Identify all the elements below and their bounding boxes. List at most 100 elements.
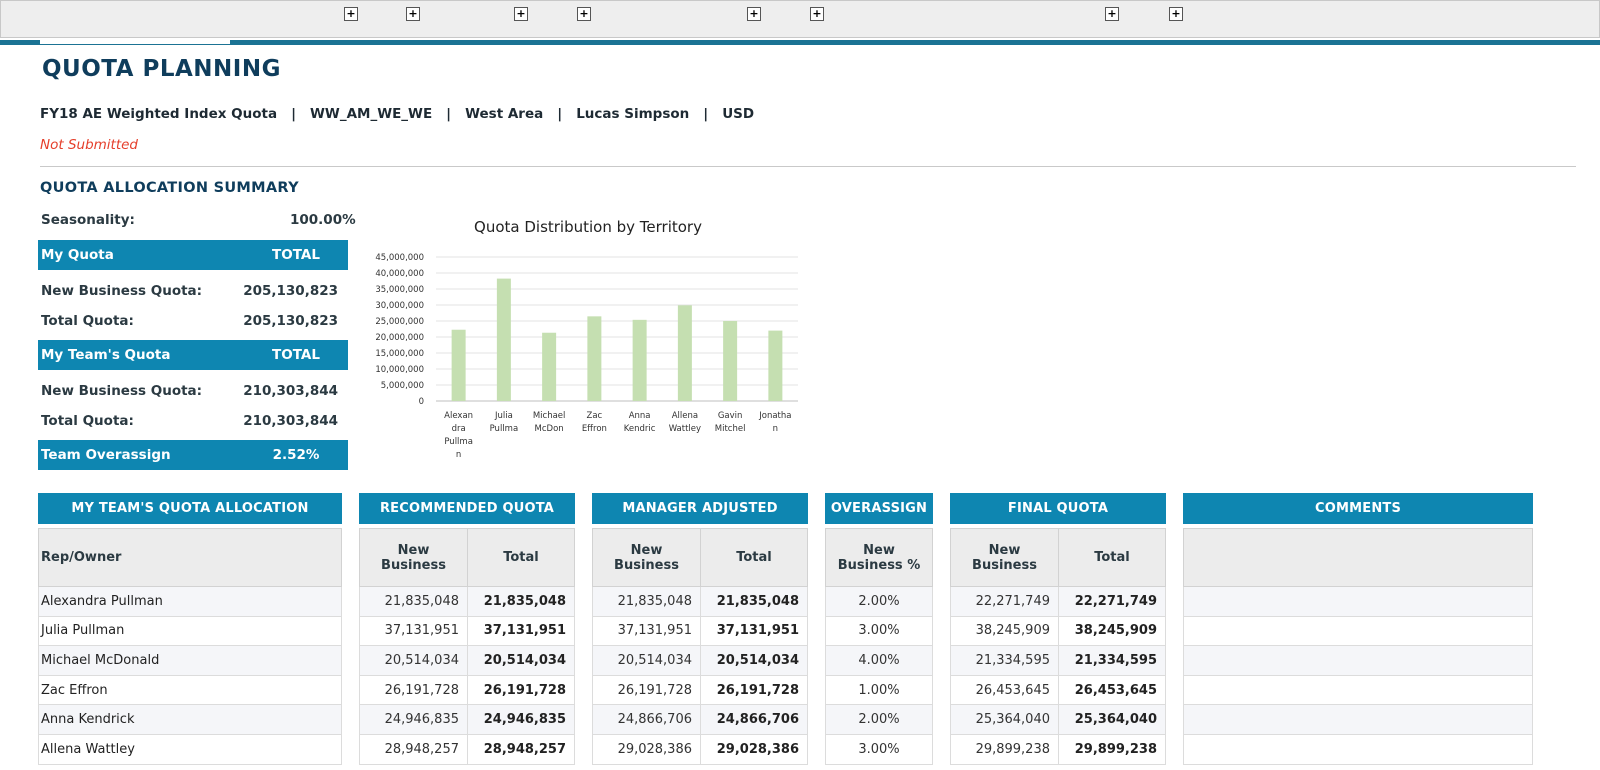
overassign-cell[interactable]: 4.00%	[825, 645, 933, 676]
manager-total-cell: 21,835,048	[700, 586, 808, 617]
team-quota-header-label: My Team's Quota	[41, 347, 171, 363]
overassign-header: OVERASSIGN	[825, 493, 933, 524]
y-tick-label: 25,000,000	[375, 317, 424, 327]
table-row: 37,131,951 37,131,951	[592, 615, 808, 647]
expand-column-8[interactable]: +	[1169, 7, 1183, 21]
table-row	[1183, 674, 1533, 706]
rep-name[interactable]: Michael McDonald	[38, 645, 342, 676]
context-owner: Lucas Simpson	[576, 106, 690, 122]
x-category-label: n	[456, 450, 461, 460]
overassign-cell[interactable]: 2.00%	[825, 586, 933, 617]
manager-total-cell: 20,514,034	[700, 645, 808, 676]
comments-column-header	[1183, 528, 1533, 587]
manager-total-column[interactable]: Total	[700, 528, 808, 587]
y-tick-label: 0	[419, 397, 424, 407]
y-tick-label: 40,000,000	[375, 269, 424, 279]
manager-new-business-cell[interactable]: 37,131,951	[592, 615, 701, 647]
table-row: 38,245,909 38,245,909	[950, 615, 1166, 647]
rep-name[interactable]: Alexandra Pullman	[38, 586, 342, 617]
final-table: New Business Total 22,271,749 22,271,749 3…	[950, 528, 1166, 765]
table-row: Michael McDonald	[38, 645, 342, 676]
table-row: Julia Pullman	[38, 615, 342, 647]
chart-bar	[587, 316, 602, 401]
x-category-label: Gavin	[718, 411, 743, 421]
expand-column-5[interactable]: +	[747, 7, 761, 21]
x-category-label: McDon	[535, 424, 564, 434]
table-row: 3.00%	[825, 615, 933, 647]
rep-owner-column[interactable]: Rep/Owner	[38, 528, 342, 587]
manager-new-business-cell[interactable]: 21,835,048	[592, 586, 701, 617]
expand-column-6[interactable]: +	[810, 7, 824, 21]
y-tick-label: 35,000,000	[375, 285, 424, 295]
table-row: 20,514,034 20,514,034	[592, 645, 808, 676]
comment-cell[interactable]	[1183, 704, 1533, 735]
chart-bar	[677, 305, 692, 401]
divider	[40, 166, 1576, 167]
context-breadcrumb: FY18 AE Weighted Index Quota | WW_AM_WE_WE…	[40, 106, 754, 122]
comments-table	[1183, 528, 1533, 765]
x-category-label: Alexan	[444, 411, 473, 421]
comment-cell[interactable]	[1183, 615, 1533, 647]
final-total-cell: 26,453,645	[1058, 674, 1166, 706]
x-category-label: Kendric	[624, 424, 656, 434]
recommended-total-column[interactable]: Total	[467, 528, 575, 587]
rep-name[interactable]: Zac Effron	[38, 674, 342, 706]
overassign-cell[interactable]: 1.00%	[825, 674, 933, 706]
comment-cell[interactable]	[1183, 645, 1533, 676]
summary-title: QUOTA ALLOCATION SUMMARY	[40, 180, 299, 196]
expand-column-2[interactable]: +	[406, 7, 420, 21]
manager-new-business-cell[interactable]: 26,191,728	[592, 674, 701, 706]
overassign-cell[interactable]: 3.00%	[825, 615, 933, 647]
table-row: 4.00%	[825, 645, 933, 676]
expand-column-1[interactable]: +	[344, 7, 358, 21]
final-total-cell: 22,271,749	[1058, 586, 1166, 617]
table-row: 2.00%	[825, 586, 933, 617]
final-new-business-column[interactable]: New Business	[950, 528, 1059, 587]
manager-new-business-cell[interactable]: 20,514,034	[592, 645, 701, 676]
manager-panel: MANAGER ADJUSTED New Business Total 21,8…	[592, 493, 808, 765]
rep-name[interactable]: Allena Wattley	[38, 733, 342, 765]
rep-name[interactable]: Julia Pullman	[38, 615, 342, 647]
chart-bar	[496, 278, 511, 401]
recommended-header: RECOMMENDED QUOTA	[359, 493, 575, 524]
expand-column-4[interactable]: +	[577, 7, 591, 21]
x-category-label: Pullma	[444, 437, 473, 447]
table-row	[1183, 645, 1533, 676]
manager-new-business-cell[interactable]: 29,028,386	[592, 733, 701, 765]
expand-column-7[interactable]: +	[1105, 7, 1119, 21]
table-row: 29,028,386 29,028,386	[592, 733, 808, 765]
header-rule	[0, 40, 1600, 45]
table-row: 20,514,034 20,514,034	[359, 645, 575, 676]
context-separator: |	[446, 106, 452, 122]
my-total-label: Total Quota:	[41, 313, 134, 329]
final-total-column[interactable]: Total	[1058, 528, 1166, 587]
comment-cell[interactable]	[1183, 586, 1533, 617]
seasonality-label: Seasonality:	[41, 212, 135, 228]
my-new-business-label: New Business Quota:	[41, 283, 203, 299]
seasonality-row: Seasonality: 100.00%	[38, 205, 356, 235]
overassign-cell[interactable]: 3.00%	[825, 733, 933, 765]
overassign-cell[interactable]: 2.00%	[825, 704, 933, 735]
final-total-cell: 21,334,595	[1058, 645, 1166, 676]
recommended-new-business-column[interactable]: New Business	[359, 528, 468, 587]
recommended-panel: RECOMMENDED QUOTA New Business Total 21,…	[359, 493, 575, 765]
chart-bar	[723, 321, 738, 401]
overassign-percent-column[interactable]: New Business %	[825, 528, 933, 587]
manager-new-business-column[interactable]: New Business	[592, 528, 701, 587]
expand-column-3[interactable]: +	[514, 7, 528, 21]
allocation-table: Rep/Owner Alexandra Pullman Julia Pullman…	[38, 528, 342, 765]
table-row: Zac Effron	[38, 674, 342, 706]
table-row: 3.00%	[825, 733, 933, 765]
submission-status: Not Submitted	[40, 137, 139, 153]
final-new-business-cell: 22,271,749	[950, 586, 1059, 617]
final-total-cell: 38,245,909	[1058, 615, 1166, 647]
my-quota-total-header: TOTAL	[272, 247, 320, 263]
comment-cell[interactable]	[1183, 674, 1533, 706]
manager-new-business-cell[interactable]: 24,866,706	[592, 704, 701, 735]
x-category-label: Jonatha	[758, 411, 791, 421]
table-row: 37,131,951 37,131,951	[359, 615, 575, 647]
recommended-new-business-cell: 20,514,034	[359, 645, 468, 676]
page-title: QUOTA PLANNING	[42, 56, 281, 82]
rep-name[interactable]: Anna Kendrick	[38, 704, 342, 735]
comment-cell[interactable]	[1183, 733, 1533, 765]
